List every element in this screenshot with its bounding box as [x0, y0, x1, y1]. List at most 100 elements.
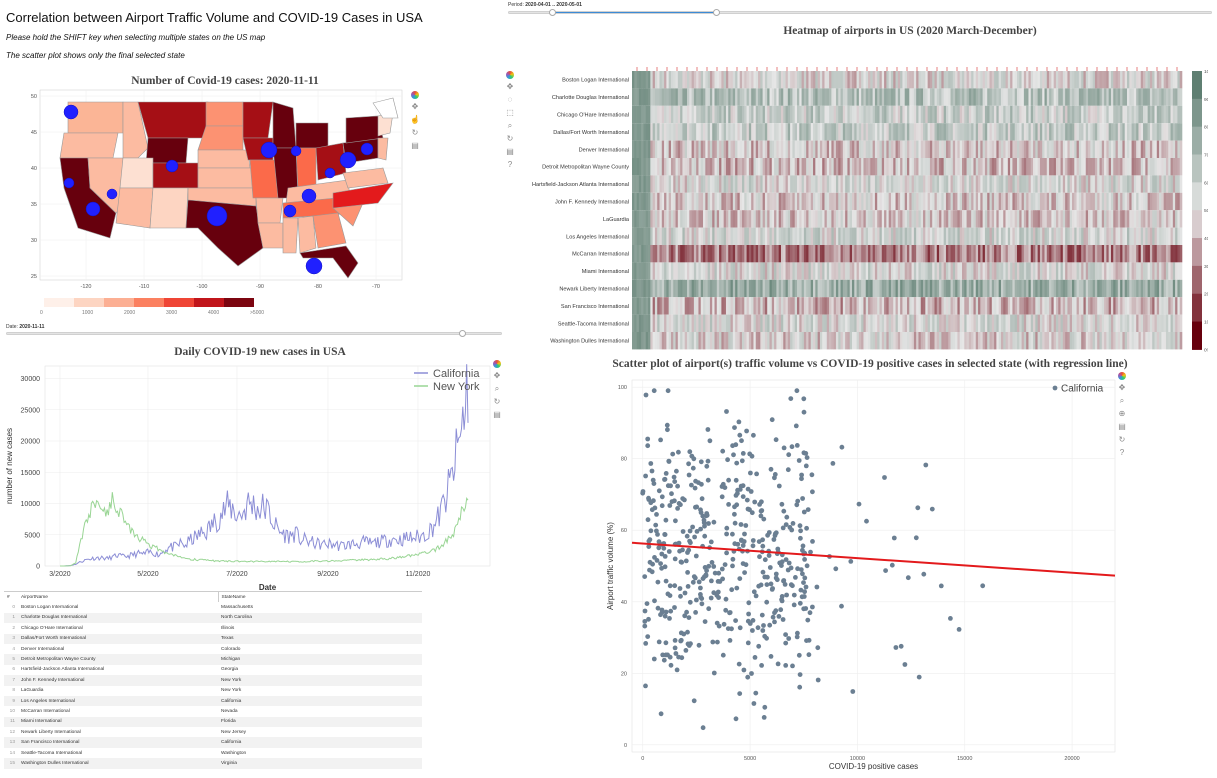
scatter-point[interactable]	[726, 477, 731, 483]
scatter-point[interactable]	[850, 689, 856, 694]
scatter-point[interactable]	[688, 540, 693, 546]
pan-tool-icon[interactable]: ✥	[1118, 383, 1126, 392]
scatter-point[interactable]	[750, 618, 756, 623]
scatter-point[interactable]	[923, 462, 929, 468]
scatter-point[interactable]	[783, 632, 788, 637]
scatter-point[interactable]	[794, 443, 800, 448]
save-icon[interactable]: ▤	[506, 147, 514, 156]
reset-icon[interactable]: ↻	[493, 397, 501, 406]
scatter-point[interactable]	[714, 592, 720, 598]
scatter-point[interactable]	[704, 511, 710, 516]
scatter-point[interactable]	[889, 562, 895, 568]
scatter-point[interactable]	[662, 532, 668, 537]
scatter-point[interactable]	[668, 662, 674, 668]
scatter-point[interactable]	[658, 612, 663, 618]
scatter-point[interactable]	[788, 565, 794, 571]
heatmap-row[interactable]	[632, 88, 1183, 106]
scatter-point[interactable]	[676, 501, 682, 506]
airport-marker[interactable]	[106, 188, 118, 200]
scatter-point[interactable]	[798, 567, 804, 572]
scatter-point[interactable]	[883, 568, 888, 573]
scatter-point[interactable]	[672, 645, 678, 651]
scatter-point[interactable]	[848, 559, 854, 564]
scatter-point[interactable]	[666, 549, 672, 554]
scatter-point[interactable]	[733, 716, 739, 722]
scatter-point[interactable]	[745, 674, 751, 680]
scatter-point[interactable]	[730, 443, 735, 449]
scatter-point[interactable]	[658, 561, 663, 566]
scatter-point[interactable]	[703, 573, 709, 579]
scatter-point[interactable]	[723, 596, 729, 602]
date-slider-handle[interactable]	[459, 330, 467, 337]
scatter-point[interactable]	[661, 545, 667, 551]
scatter-point[interactable]	[783, 522, 789, 527]
scatter-point[interactable]	[694, 597, 699, 603]
scatter-point[interactable]	[684, 533, 690, 539]
scatter-point[interactable]	[743, 562, 749, 568]
scatter-point[interactable]	[781, 445, 787, 451]
scatter-point[interactable]	[711, 519, 717, 525]
table-header-cell[interactable]: AirportName	[21, 594, 48, 600]
scatter-point[interactable]	[741, 539, 747, 544]
help-icon[interactable]: ?	[507, 160, 513, 169]
scatter-point[interactable]	[784, 514, 790, 520]
scatter-point[interactable]	[701, 517, 707, 523]
scatter-point[interactable]	[746, 611, 751, 617]
scatter-point[interactable]	[651, 498, 656, 504]
scatter-point[interactable]	[663, 578, 669, 584]
scatter-point[interactable]	[648, 528, 654, 534]
scatter-point[interactable]	[676, 449, 681, 455]
scatter-point[interactable]	[665, 388, 671, 394]
scatter-point[interactable]	[790, 583, 795, 589]
scatter-point[interactable]	[721, 621, 727, 627]
scatter-point[interactable]	[808, 549, 813, 555]
scatter-point[interactable]	[706, 563, 712, 569]
scatter-point[interactable]	[745, 486, 751, 492]
scatter-point[interactable]	[760, 628, 766, 633]
scatter-point[interactable]	[801, 396, 807, 402]
scatter-point[interactable]	[645, 634, 651, 639]
scatter-point[interactable]	[675, 483, 680, 489]
scatter-point[interactable]	[864, 518, 869, 524]
scatter-point[interactable]	[902, 662, 908, 667]
scatter-point[interactable]	[663, 471, 669, 476]
table-row[interactable]: 4 Denver International Colorado	[4, 644, 422, 654]
scatter-point[interactable]	[736, 661, 742, 667]
scatter-point[interactable]	[674, 667, 680, 673]
scatter-point[interactable]	[702, 533, 708, 539]
scatter-point[interactable]	[755, 625, 761, 631]
scatter-point[interactable]	[649, 468, 655, 474]
table-row[interactable]: 3 Dallas/Fort Worth International Texas	[4, 633, 422, 644]
scatter-point[interactable]	[760, 543, 766, 549]
scatter-point[interactable]	[804, 525, 809, 531]
scatter-point[interactable]	[694, 529, 700, 534]
wheel-zoom-icon[interactable]: ⊕	[1118, 409, 1126, 418]
scatter-point[interactable]	[656, 639, 662, 645]
scatter-point[interactable]	[708, 539, 714, 545]
scatter-point[interactable]	[645, 436, 651, 442]
scatter-point[interactable]	[643, 473, 648, 479]
scatter-point[interactable]	[750, 543, 756, 549]
scatter-point[interactable]	[756, 643, 762, 649]
heatmap-row[interactable]	[632, 175, 1183, 193]
scatter-point[interactable]	[692, 575, 698, 581]
heatmap-row[interactable]	[632, 314, 1183, 332]
scatter-point[interactable]	[754, 471, 759, 477]
scatter-point[interactable]	[682, 613, 688, 619]
scatter-point[interactable]	[772, 619, 777, 625]
scatter-point[interactable]	[685, 570, 690, 575]
scatter-point[interactable]	[764, 599, 770, 605]
scatter-point[interactable]	[759, 612, 765, 618]
scatter-point[interactable]	[684, 609, 689, 615]
scatter-point[interactable]	[720, 448, 726, 454]
scatter-point[interactable]	[773, 530, 779, 536]
scatter-point[interactable]	[667, 583, 673, 589]
scatter-point[interactable]	[747, 451, 753, 457]
scatter-point[interactable]	[722, 562, 728, 567]
scatter-point[interactable]	[905, 575, 911, 581]
scatter-point[interactable]	[774, 577, 780, 583]
scatter-point[interactable]	[715, 579, 721, 584]
scatter-point[interactable]	[776, 483, 782, 489]
scatter-point[interactable]	[732, 425, 737, 430]
scatter-point[interactable]	[700, 513, 706, 519]
